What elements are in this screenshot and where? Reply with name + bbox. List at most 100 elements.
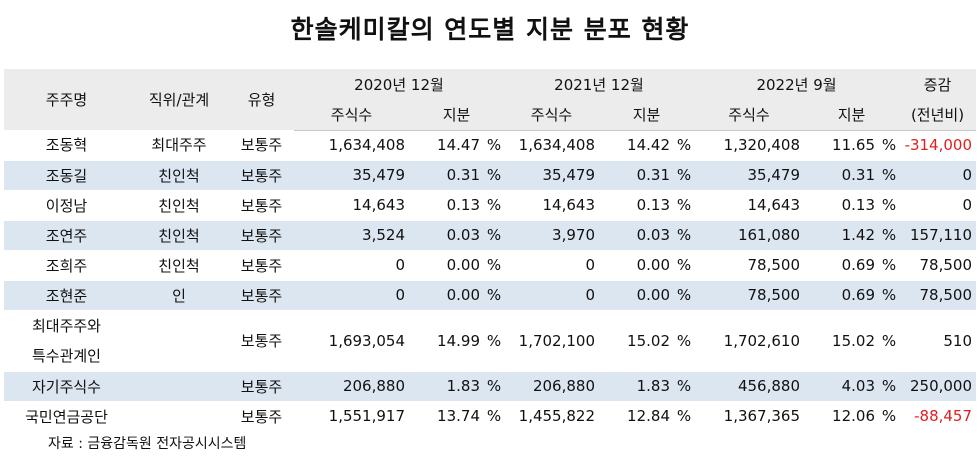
cell-pct-2020: %	[484, 371, 504, 401]
cell-shares-2022: 14,643	[747, 196, 801, 214]
cell-change: -88,457	[914, 407, 973, 425]
cell-change: 250,000	[899, 371, 977, 401]
cell-name: 자기주식수	[4, 371, 129, 401]
cell-stake-2021: 0.00	[636, 256, 670, 274]
cell-pct-2020: %	[484, 280, 504, 310]
cell-stake-2020: 0.13	[446, 196, 480, 214]
cell-stake-2020: 0.31	[409, 160, 484, 190]
cell-shares-2020: 14,643	[352, 196, 406, 214]
cell-name-line2: 특수관계인	[31, 346, 101, 365]
cell-pct-2022: %	[879, 371, 900, 401]
cell-shares-2020: 206,880	[294, 371, 409, 401]
cell-pct-2020: %	[486, 256, 502, 274]
cell-pct-2021: %	[676, 196, 692, 214]
cell-shares-2020: 1,551,917	[328, 407, 405, 425]
cell-shares-2022: 161,080	[694, 220, 804, 250]
cell-type: 보통주	[240, 407, 283, 426]
header-period-2022: 2022년 9월	[694, 69, 900, 99]
cell-shares-2020: 0	[294, 280, 409, 310]
cell-stake-2021: 15.02	[627, 331, 670, 350]
cell-pct-2021: %	[674, 220, 694, 250]
cell-type: 보통주	[240, 256, 283, 275]
cell-stake-2021: 14.42	[627, 136, 670, 154]
cell-change: 510	[943, 331, 973, 350]
table-header: 주주명 직위/관계 유형 2020년 12월 2021년 12월 2022년 9…	[4, 69, 977, 131]
cell-change: 78,500	[919, 256, 973, 274]
cell-shares-2022: 1,702,610	[723, 331, 800, 350]
header-position: 직위/관계	[129, 69, 229, 130]
cell-pct-2022: %	[881, 407, 897, 425]
cell-type: 보통주	[240, 332, 283, 350]
cell-shares-2021: 0	[504, 280, 599, 310]
report-title: 한솔케미칼의 연도별 지분 분포 현황	[290, 15, 690, 44]
cell-name: 국민연금공단	[25, 407, 108, 426]
header-shareholder: 주주명	[4, 69, 129, 130]
table-row: 조희주 친인척 보통주 0 0.00 % 0 0.00 % 78,500 0.6…	[4, 250, 977, 280]
cell-type: 보통주	[229, 160, 294, 190]
cell-shares-2022: 456,880	[694, 371, 804, 401]
cell-stake-2022: 4.03	[804, 371, 879, 401]
table-row: 조현준 인 보통주 0 0.00 % 0 0.00 % 78,500 0.69 …	[4, 280, 977, 310]
cell-stake-2021: 0.31	[599, 160, 674, 190]
header-shares-2021: 주식수	[504, 99, 599, 131]
cell-stake-2022: 12.06	[832, 407, 875, 425]
cell-change: 157,110	[899, 220, 977, 250]
cell-pct-2021: %	[674, 371, 694, 401]
table-row: 최대주주와 특수관계인 보통주 1,693,054 14.99 % 1,702,…	[4, 310, 977, 371]
table-body: 조동혁 최대주주 보통주 1,634,408 14.47 % 1,634,408…	[4, 130, 977, 431]
cell-shares-2020: 1,693,054	[328, 331, 405, 350]
cell-position	[129, 401, 229, 431]
cell-shares-2021: 206,880	[504, 371, 599, 401]
cell-shares-2021: 14,643	[542, 196, 596, 214]
cell-shares-2021: 35,479	[504, 160, 599, 190]
cell-change: 0	[899, 160, 977, 190]
cell-position: 친인척	[158, 196, 200, 215]
table-row: 조연주 친인척 보통주 3,524 0.03 % 3,970 0.03 % 16…	[4, 220, 977, 250]
table-row: 이정남 친인척 보통주 14,643 0.13 % 14,643 0.13 % …	[4, 190, 977, 220]
cell-shares-2021: 1,634,408	[518, 136, 595, 154]
cell-stake-2022: 0.31	[804, 160, 879, 190]
source-note: 자료 : 금융감독원 전자공시시스템	[48, 436, 247, 452]
table-row: 조동길 친인척 보통주 35,479 0.31 % 35,479 0.31 % …	[4, 160, 977, 190]
cell-pct-2022: %	[879, 160, 900, 190]
cell-pct-2020: %	[486, 407, 502, 425]
cell-stake-2022: 0.13	[841, 196, 875, 214]
cell-pct-2022: %	[881, 196, 897, 214]
header-period-2020: 2020년 12월	[294, 69, 504, 99]
cell-pct-2021: %	[674, 280, 694, 310]
cell-stake-2021: 0.03	[599, 220, 674, 250]
header-change-line1: 증감	[899, 69, 977, 99]
cell-shares-2020: 3,524	[294, 220, 409, 250]
cell-shares-2022: 1,367,365	[723, 407, 800, 425]
cell-shares-2021: 1,702,100	[518, 331, 595, 350]
cell-name: 최대주주와 특수관계인	[4, 310, 129, 371]
cell-shares-2021: 3,970	[504, 220, 599, 250]
cell-type: 보통주	[240, 136, 283, 155]
cell-position: 친인척	[158, 256, 200, 275]
cell-shares-2022: 35,479	[694, 160, 804, 190]
cell-pct-2021: %	[676, 407, 692, 425]
cell-pct-2020: %	[484, 220, 504, 250]
cell-pct-2022: %	[881, 256, 897, 274]
cell-type: 보통주	[229, 220, 294, 250]
cell-shares-2022: 78,500	[694, 280, 804, 310]
header-stake-2021: 지분	[599, 99, 694, 131]
cell-type: 보통주	[229, 371, 294, 401]
cell-stake-2020: 14.99	[437, 331, 480, 350]
header-period-2021: 2021년 12월	[504, 69, 694, 99]
cell-pct-2022: %	[879, 220, 900, 250]
cell-name: 조동길	[4, 160, 129, 190]
cell-pct-2021: %	[674, 160, 694, 190]
cell-pct-2022: %	[881, 136, 897, 154]
cell-position: 친인척	[129, 220, 229, 250]
cell-pct-2021: %	[676, 256, 692, 274]
cell-stake-2020: 1.83	[409, 371, 484, 401]
header-change-line2: (전년비)	[899, 99, 977, 131]
cell-position: 인	[129, 280, 229, 310]
cell-pct-2022: %	[881, 331, 897, 350]
cell-stake-2021: 0.13	[636, 196, 670, 214]
cell-pct-2020: %	[486, 136, 502, 154]
cell-change: -314,000	[904, 136, 973, 154]
cell-pct-2020: %	[486, 331, 502, 350]
